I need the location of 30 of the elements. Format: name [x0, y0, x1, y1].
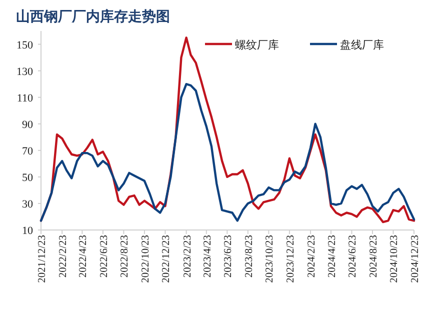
x-tick-label: 2023/12/23 [285, 235, 296, 283]
x-tick-label: 2023/2/23 [182, 235, 194, 278]
chart-title: 山西钢厂厂内库存走势图 [16, 8, 170, 25]
y-tick-label: 70 [22, 145, 34, 158]
x-tick-label: 2024/8/23 [368, 235, 380, 278]
x-tick-label: 2022/4/23 [78, 235, 90, 278]
x-tick-label: 2022/8/23 [120, 235, 131, 278]
x-tick-label: 2022/10/23 [140, 235, 152, 283]
x-tick-label: 2022/6/23 [98, 235, 110, 278]
x-tick-label: 2024/10/23 [389, 235, 400, 283]
x-tick-label: 2024/6/23 [348, 235, 359, 278]
x-tick-label: 2024/4/23 [326, 235, 338, 278]
legend-label: 螺纹厂库 [235, 38, 279, 52]
x-tick-label: 2021/12/23 [37, 235, 48, 283]
x-tick-label: 2023/8/23 [244, 235, 255, 278]
y-tick-label: 10 [22, 225, 34, 237]
x-tick-label: 2023/4/23 [202, 235, 214, 278]
x-tick-label: 2022/12/23 [161, 235, 172, 283]
x-tick-label: 2024/2/23 [306, 235, 318, 278]
x-tick-label: 2022/2/23 [58, 235, 70, 278]
x-tick-label: 2024/12/23 [410, 235, 421, 283]
y-tick-label: 150 [16, 39, 34, 52]
y-tick-label: 50 [22, 172, 34, 184]
y-tick-label: 110 [16, 92, 34, 104]
x-tick-label: 2023/6/23 [223, 235, 234, 278]
legend-label: 盘线厂库 [340, 38, 384, 52]
y-tick-label: 90 [22, 118, 34, 131]
y-tick-label: 30 [22, 198, 34, 210]
y-tick-label: 130 [16, 66, 34, 78]
x-tick-label: 2023/10/23 [264, 235, 276, 283]
